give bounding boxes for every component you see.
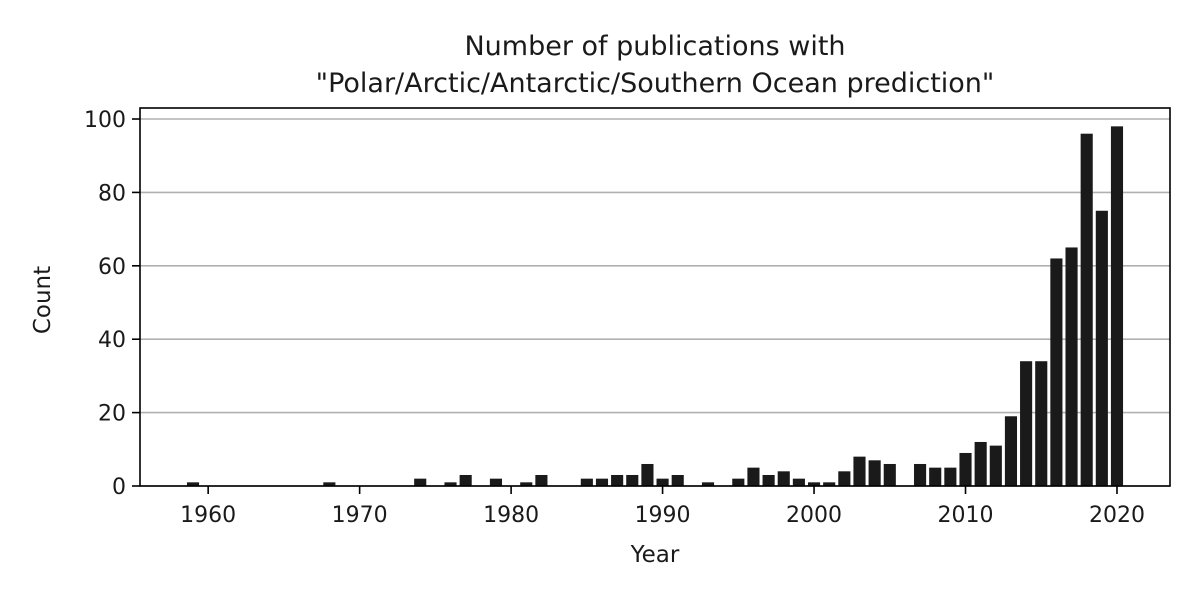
bar-2013	[1004, 416, 1018, 486]
bar-2003	[853, 456, 866, 486]
bar-2014	[1020, 361, 1033, 486]
chart-title: Number of publications with "Polar/Arcti…	[316, 31, 995, 99]
chart-title-line-1: Number of publications with	[464, 31, 845, 62]
bar-2012	[989, 445, 1002, 486]
bar-2004	[868, 460, 881, 486]
y-tick-label: 0	[112, 475, 126, 500]
bar-1974	[414, 478, 427, 486]
bar-1993	[701, 482, 715, 486]
x-tick-label: 1990	[635, 503, 691, 528]
x-tick-label: 2020	[1089, 503, 1145, 528]
bar-1987	[611, 474, 624, 486]
bar-1977	[459, 474, 472, 486]
bar-1968	[323, 482, 336, 486]
bar-2016	[1050, 258, 1063, 486]
bar-1991	[671, 474, 684, 486]
bar-1996	[747, 467, 760, 486]
chart-title-line-2: "Polar/Arctic/Antarctic/Southern Ocean p…	[316, 68, 995, 99]
bar-2019	[1095, 210, 1108, 487]
bar-2000	[807, 482, 821, 486]
x-tick-label: 2010	[938, 503, 994, 528]
bar-1997	[762, 474, 775, 486]
bar-2005	[883, 463, 896, 486]
bars	[186, 126, 1124, 487]
bar-1985	[580, 478, 593, 486]
plot-frame	[139, 107, 1171, 487]
bar-1988	[626, 474, 639, 486]
bar-1998	[777, 471, 790, 486]
bar-2007	[914, 463, 927, 486]
bar-2009	[944, 467, 957, 486]
x-axis-label: Year	[630, 542, 680, 568]
bar-1982	[535, 474, 548, 486]
y-tick-label: 100	[84, 108, 126, 133]
x-tick-label: 1980	[483, 503, 539, 528]
bar-2002	[838, 471, 851, 486]
bar-1986	[595, 478, 609, 486]
y-tick-label: 40	[98, 328, 126, 353]
bar-1976	[444, 482, 457, 486]
x-tick-label: 1960	[180, 503, 236, 528]
bar-2015	[1035, 361, 1048, 486]
y-axis-label: Count	[30, 266, 56, 334]
bar-1990	[656, 478, 669, 486]
bar-2011	[974, 441, 987, 486]
y-tick-label: 60	[98, 255, 126, 280]
bar-2008	[929, 467, 942, 486]
bar-2001	[823, 482, 836, 486]
x-tick-label: 1970	[332, 503, 388, 528]
y-tick-label: 20	[98, 402, 126, 427]
bar-1981	[520, 482, 533, 486]
bar-2018	[1080, 133, 1093, 486]
bar-1959	[186, 482, 200, 486]
bar-1989	[641, 463, 654, 486]
bar-2017	[1065, 247, 1078, 486]
x-axis-ticks: 1960 1970 1980 1990 2000 2010 2020	[180, 486, 1145, 528]
y-tick-label: 80	[98, 181, 126, 206]
y-axis-ticks: 0 20 40 60 80 100	[84, 108, 140, 500]
bar-1995	[732, 478, 745, 486]
bar-1979	[489, 478, 503, 486]
bar-2020	[1110, 126, 1124, 486]
x-tick-label: 2000	[786, 503, 842, 528]
bar-2010	[959, 452, 972, 486]
bar-1999	[792, 478, 805, 486]
